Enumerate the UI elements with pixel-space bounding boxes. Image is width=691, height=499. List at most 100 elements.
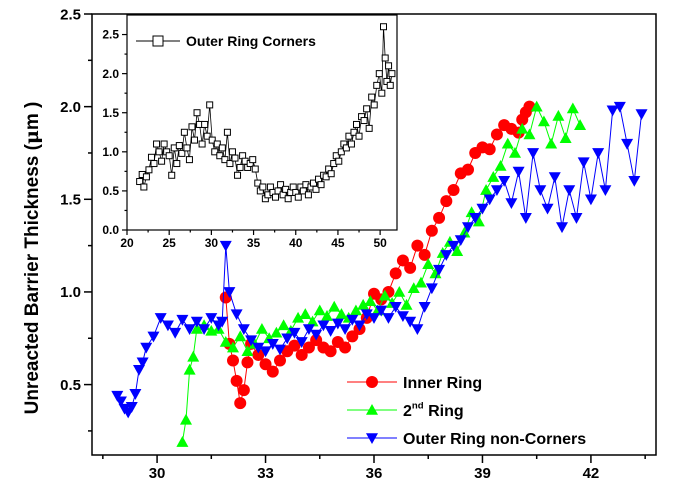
data-point xyxy=(254,179,262,187)
data-point xyxy=(236,163,244,171)
data-point xyxy=(140,183,148,191)
data-point xyxy=(317,320,330,332)
data-point xyxy=(440,195,453,208)
data-point xyxy=(173,160,181,168)
data-point xyxy=(168,171,176,179)
data-point xyxy=(357,298,370,310)
data-point xyxy=(223,287,236,298)
data-point xyxy=(355,132,363,140)
data-point xyxy=(621,138,634,150)
legend-entry: Outer Ring Corners xyxy=(136,33,316,49)
data-point xyxy=(458,226,471,238)
data-point xyxy=(429,267,442,279)
x-tick-label: 39 xyxy=(474,465,491,482)
data-point xyxy=(527,148,540,159)
data-point xyxy=(317,181,325,189)
data-point xyxy=(365,124,373,132)
data-point xyxy=(346,314,359,326)
data-point xyxy=(226,160,234,168)
data-point xyxy=(324,326,337,337)
data-point xyxy=(396,254,409,267)
data-point xyxy=(237,384,250,397)
data-point xyxy=(425,224,438,237)
data-point xyxy=(313,304,326,316)
data-point xyxy=(270,326,283,338)
legend-label: Inner Ring xyxy=(403,375,482,392)
data-point xyxy=(373,81,381,89)
data-point xyxy=(483,143,496,156)
x-tick-label: 35 xyxy=(247,236,261,250)
data-point xyxy=(324,345,337,358)
legend-label: 2nd Ring xyxy=(403,401,464,420)
data-point xyxy=(530,100,543,112)
data-point xyxy=(566,102,579,114)
data-point xyxy=(206,101,214,109)
data-point xyxy=(378,289,391,301)
data-point xyxy=(363,105,371,113)
data-point xyxy=(208,136,216,144)
data-point xyxy=(335,308,348,319)
data-point xyxy=(534,185,547,197)
x-tick-label: 50 xyxy=(373,236,387,250)
x-tick-label: 42 xyxy=(583,465,600,482)
data-point xyxy=(378,89,386,97)
data-point xyxy=(221,156,229,164)
legend-marker xyxy=(366,376,378,388)
data-point xyxy=(277,319,290,331)
data-point xyxy=(284,195,292,203)
data-point xyxy=(462,163,474,176)
data-point xyxy=(404,261,417,274)
data-point xyxy=(490,185,503,197)
data-point xyxy=(541,203,554,215)
x-tick-label: 45 xyxy=(331,236,345,250)
data-point xyxy=(411,239,424,252)
data-point xyxy=(364,295,377,307)
data-point xyxy=(211,148,219,156)
data-point xyxy=(252,342,265,354)
data-point xyxy=(176,436,189,447)
legend-entry: Outer Ring non-Corners xyxy=(347,431,586,448)
data-point xyxy=(161,320,174,332)
data-point xyxy=(125,402,138,413)
data-point xyxy=(339,341,352,354)
data-point xyxy=(259,183,267,191)
data-point xyxy=(360,309,373,321)
data-point xyxy=(440,250,453,261)
data-point xyxy=(198,140,206,148)
data-point xyxy=(418,248,431,261)
y-axis-title: Unreacted Barrier Thickness (μm ) xyxy=(21,102,43,415)
data-point xyxy=(498,175,511,187)
data-point xyxy=(230,309,243,321)
data-point xyxy=(231,154,239,162)
data-point xyxy=(153,140,161,148)
data-point xyxy=(490,128,503,141)
data-point xyxy=(447,184,460,197)
data-point xyxy=(447,240,460,252)
data-point xyxy=(227,354,239,367)
data-point xyxy=(368,313,380,324)
data-point xyxy=(183,324,196,335)
data-point xyxy=(193,109,201,117)
data-point xyxy=(370,101,378,109)
data-point xyxy=(259,346,272,358)
data-point xyxy=(375,305,388,317)
x-tick-label: 40 xyxy=(289,236,303,250)
data-point xyxy=(353,120,360,128)
data-point xyxy=(599,185,612,197)
data-point xyxy=(133,364,145,376)
data-point xyxy=(272,193,279,201)
data-point xyxy=(388,70,396,78)
data-point xyxy=(433,264,446,276)
data-point xyxy=(201,120,209,128)
data-point xyxy=(375,70,383,78)
data-point xyxy=(347,140,355,148)
data-point xyxy=(216,152,224,160)
data-point xyxy=(516,122,529,134)
data-point xyxy=(331,318,344,330)
x-tick-label: 30 xyxy=(205,236,219,250)
data-point xyxy=(306,315,319,327)
data-point xyxy=(155,148,163,156)
data-point xyxy=(274,354,286,367)
legend-label: Outer Ring Corners xyxy=(186,33,316,49)
data-point xyxy=(548,172,561,184)
